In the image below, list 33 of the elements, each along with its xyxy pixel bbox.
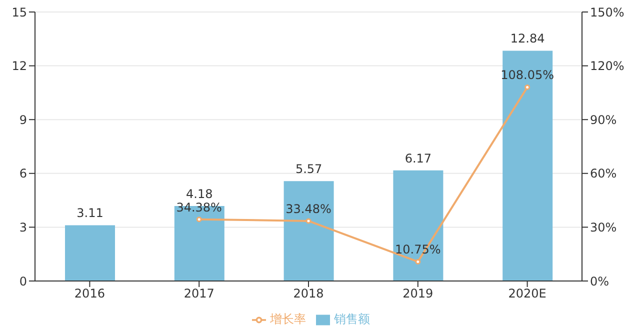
y-tick-label: 0 [19, 274, 27, 288]
y-tick-label: 15 [12, 5, 27, 20]
y2-tick-label: 150% [590, 5, 624, 20]
data-label: 3.11 [76, 206, 104, 220]
bar [393, 170, 444, 281]
point [196, 216, 202, 222]
data-label: 6.17 [404, 151, 432, 166]
legend-label: 销售额 [334, 312, 370, 326]
data-label: 12.84 [510, 32, 545, 46]
y-tick-label: 9 [19, 112, 27, 127]
bar [284, 181, 334, 281]
point [415, 258, 421, 264]
data-label: 4.18 [186, 187, 213, 202]
y-tick-label: 12 [12, 59, 27, 74]
y2-tick-label: 60% [590, 166, 617, 181]
y2-tick-label: 120% [590, 59, 624, 74]
bar [502, 50, 553, 281]
bar [65, 225, 115, 281]
x-tick-label: 2018 [293, 286, 324, 301]
y2-tick-label: 0% [590, 274, 610, 288]
data-label: 33.48% [286, 202, 332, 216]
legend-label: 增长率 [270, 312, 306, 326]
x-tick-label: 2019 [402, 286, 434, 301]
y-tick-label: 6 [19, 166, 27, 181]
y2-tick-label: 90% [590, 112, 617, 127]
data-label: 5.57 [295, 162, 322, 176]
x-tick-label: 2020E [508, 286, 546, 301]
x-tick-label: 2017 [184, 286, 214, 301]
point [306, 218, 312, 224]
point [524, 84, 530, 90]
y2-tick-label: 30% [590, 220, 617, 234]
x-tick-label: 2016 [74, 286, 105, 301]
y-tick-label: 3 [19, 220, 27, 234]
